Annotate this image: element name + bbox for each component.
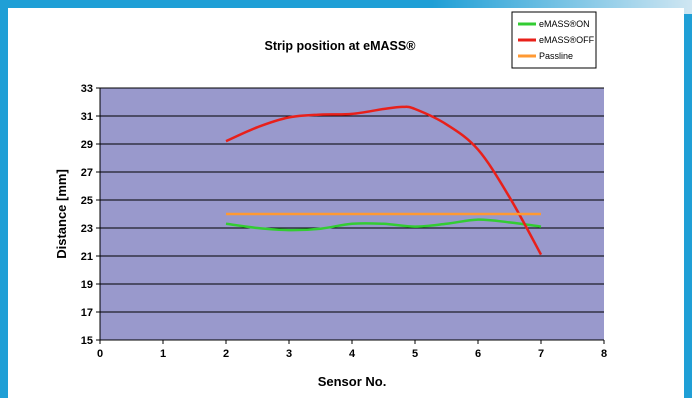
legend: eMASS®ON eMASS®OFF Passline [511,11,597,69]
series-layer [225,105,543,256]
y-tick-label: 25 [81,195,93,207]
x-tick-label: 1 [160,348,166,360]
x-tick-label: 7 [538,348,544,360]
x-tick-label: 6 [475,348,481,360]
chart-title: Strip position at eMASS® [265,39,417,53]
y-tick-label: 27 [81,167,93,179]
y-tick-label: 17 [81,307,93,319]
y-tick-label: 23 [81,223,93,235]
x-tick-label: 4 [349,348,356,360]
y-tick-label: 19 [81,279,93,291]
y-axis-title: Distance [mm] [54,169,69,259]
y-tick-label: 21 [81,251,93,263]
x-tick-label: 3 [286,348,292,360]
series-line-emass-off [225,105,543,256]
legend-label-passline: Passline [539,51,573,61]
legend-label-emass-on: eMASS®ON [539,19,590,29]
legend-label-emass-off: eMASS®OFF [539,35,595,45]
y-tick-label: 15 [81,335,93,347]
x-tick-label: 8 [601,348,607,360]
y-tick-label: 29 [81,139,93,151]
x-tick-label: 2 [223,348,229,360]
chart-panel: 15 17 19 21 23 25 27 29 31 33 0 1 2 3 4 5 6 7 8 Strip posi… [8,8,684,398]
y-tick-label: 31 [81,111,93,123]
axes [96,87,605,344]
y-tick-label: 33 [81,83,93,95]
series-line-emass-on [225,218,542,232]
x-tick-label: 0 [97,348,103,360]
x-tick-label: 5 [412,348,418,360]
x-axis-title: Sensor No. [318,374,387,389]
gridlines [100,87,604,313]
